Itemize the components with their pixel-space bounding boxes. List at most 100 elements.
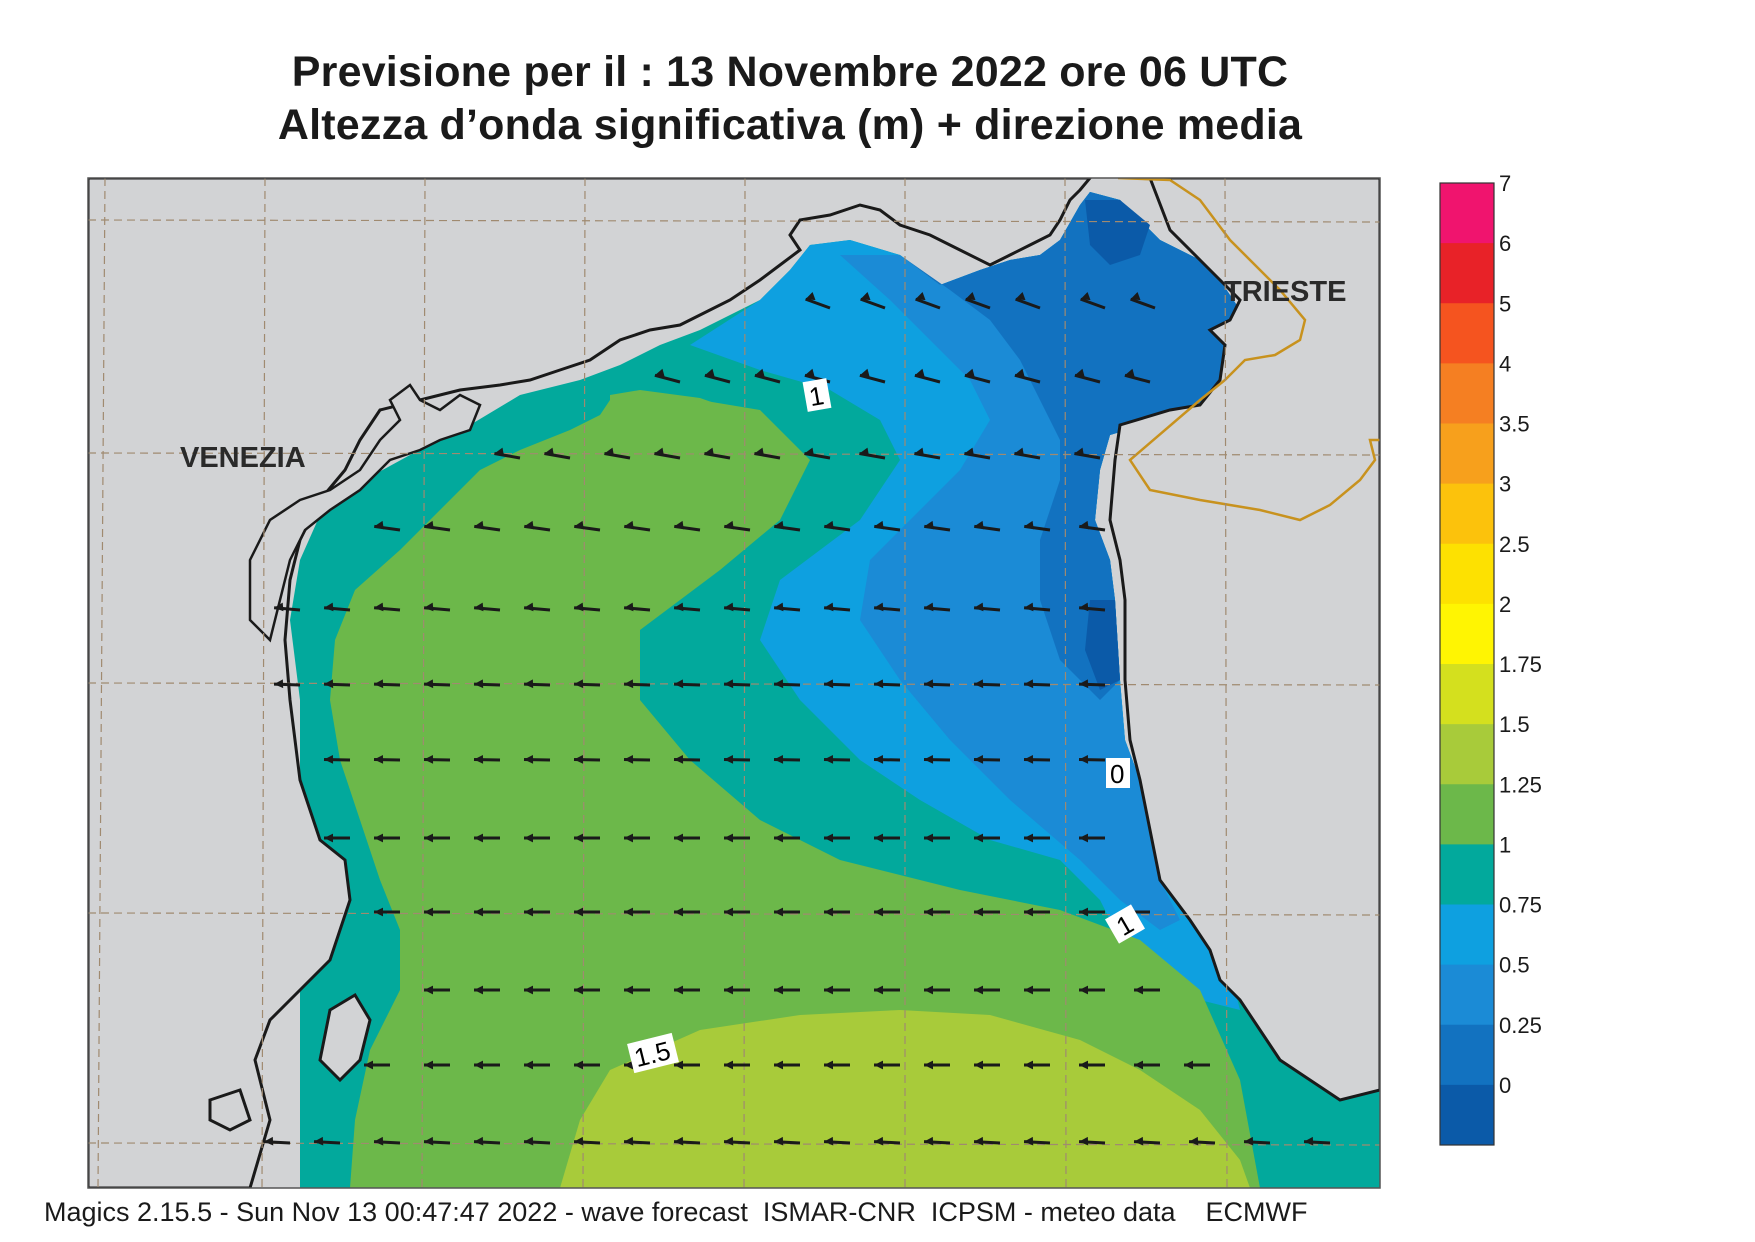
direction-arrow (964, 373, 991, 384)
direction-arrowhead (494, 447, 505, 457)
direction-arrowhead (974, 520, 984, 530)
direction-arrowhead (774, 520, 784, 530)
direction-arrowhead (1134, 985, 1144, 995)
direction-arrowhead (1024, 833, 1034, 843)
city-label-venezia: VENEZIA (180, 442, 306, 474)
colorbar-swatch (1440, 243, 1494, 304)
direction-arrowhead (424, 602, 434, 612)
direction-arrowhead (724, 985, 734, 995)
colorbar-swatch (1440, 483, 1494, 545)
direction-arrowhead (874, 1136, 884, 1146)
direction-arrowhead (624, 985, 634, 995)
direction-arrowhead (974, 1060, 984, 1070)
direction-arrowhead (1189, 1136, 1199, 1146)
colorbar-tick-label: 7 (1499, 171, 1511, 196)
colorbar-frame (1439, 182, 1495, 1146)
colorbar-tick-label: 3 (1499, 472, 1511, 497)
direction-arrowhead (574, 1060, 584, 1070)
direction-arrowhead (824, 833, 834, 843)
direction-arrowhead (724, 679, 734, 689)
direction-arrowhead (824, 679, 834, 689)
direction-arrowhead (374, 1136, 384, 1146)
direction-arrowhead (874, 520, 884, 530)
direction-arrowhead (524, 833, 534, 843)
direction-arrowhead (674, 1136, 684, 1146)
direction-arrowhead (474, 679, 484, 689)
direction-arrowhead (654, 368, 665, 378)
colorbar-tick-label: 5 (1499, 291, 1511, 316)
contour-1.5-1.75-upper (610, 390, 720, 420)
direction-arrowhead (624, 602, 634, 612)
direction-arrowhead (914, 447, 925, 457)
direction-arrowhead (1244, 1136, 1254, 1146)
colorbar-swatch (1440, 1024, 1494, 1086)
direction-arrowhead (965, 291, 976, 301)
direction-arrowhead (274, 679, 284, 689)
direction-arrowhead (974, 679, 984, 689)
direction-arrowhead (544, 447, 555, 457)
direction-arrowhead (624, 679, 634, 689)
country-border (1117, 178, 1380, 522)
direction-arrowhead (974, 602, 984, 612)
direction-arrowhead (874, 833, 884, 843)
direction-arrowhead (924, 1060, 934, 1070)
direction-arrowhead (724, 1136, 734, 1146)
direction-arrowhead (824, 985, 834, 995)
direction-arrowhead (574, 679, 584, 689)
direction-arrowhead (924, 602, 934, 612)
direction-arrow (914, 373, 941, 384)
direction-arrowhead (524, 907, 534, 917)
direction-arrow (965, 297, 991, 310)
city-label-trieste: TRIESTE (1224, 276, 1346, 308)
direction-arrowhead (1024, 679, 1034, 689)
svg-text:0: 0 (1110, 759, 1124, 789)
direction-arrowhead (964, 447, 975, 457)
direction-arrowhead (674, 602, 684, 612)
direction-arrowhead (874, 985, 884, 995)
direction-arrowhead (1079, 755, 1089, 764)
direction-arrowhead (724, 520, 734, 530)
colorbar-tick-label: 0.25 (1499, 1013, 1542, 1038)
direction-arrowhead (1024, 985, 1034, 995)
direction-arrowhead (424, 985, 434, 995)
direction-arrow (754, 373, 781, 384)
direction-arrowhead (860, 291, 871, 301)
direction-arrowhead (624, 1060, 634, 1070)
direction-arrowhead (574, 833, 584, 843)
direction-arrowhead (1024, 520, 1034, 530)
direction-arrowhead (924, 833, 934, 843)
direction-arrowhead (774, 1136, 784, 1146)
direction-arrowhead (674, 679, 684, 689)
forecast-title: Previsione per il : 13 Novembre 2022 ore… (291, 48, 1289, 96)
direction-arrowhead (974, 833, 984, 843)
direction-arrowhead (574, 602, 584, 612)
direction-arrowhead (1134, 1060, 1144, 1070)
direction-arrowhead (474, 755, 484, 764)
direction-arrowhead (1014, 368, 1025, 378)
direction-arrowhead (674, 833, 684, 843)
contour-0.25-0.5 (900, 192, 1240, 700)
direction-arrowhead (424, 1060, 434, 1070)
direction-arrowhead (924, 985, 934, 995)
direction-arrowhead (704, 368, 715, 378)
direction-arrowhead (724, 833, 734, 843)
direction-arrowhead (474, 520, 484, 530)
direction-arrow (1015, 297, 1041, 310)
colorbar-swatch (1440, 1084, 1494, 1146)
direction-arrowhead (924, 520, 934, 530)
direction-arrowhead (754, 368, 765, 378)
direction-arrowhead (374, 907, 384, 917)
direction-arrowhead (1130, 291, 1141, 301)
wave-direction-arrows (263, 291, 1331, 1146)
direction-arrowhead (1079, 520, 1089, 530)
direction-arrowhead (324, 755, 334, 764)
map-layers (88, 178, 1380, 1188)
direction-arrowhead (474, 907, 484, 917)
direction-arrow (1124, 373, 1151, 384)
direction-arrowhead (364, 1060, 374, 1070)
direction-arrow (1080, 297, 1106, 310)
direction-arrowhead (264, 1136, 274, 1146)
direction-arrowhead (924, 679, 934, 689)
colorbar-swatch (1440, 844, 1494, 905)
colorbar-swatch (1440, 904, 1494, 966)
